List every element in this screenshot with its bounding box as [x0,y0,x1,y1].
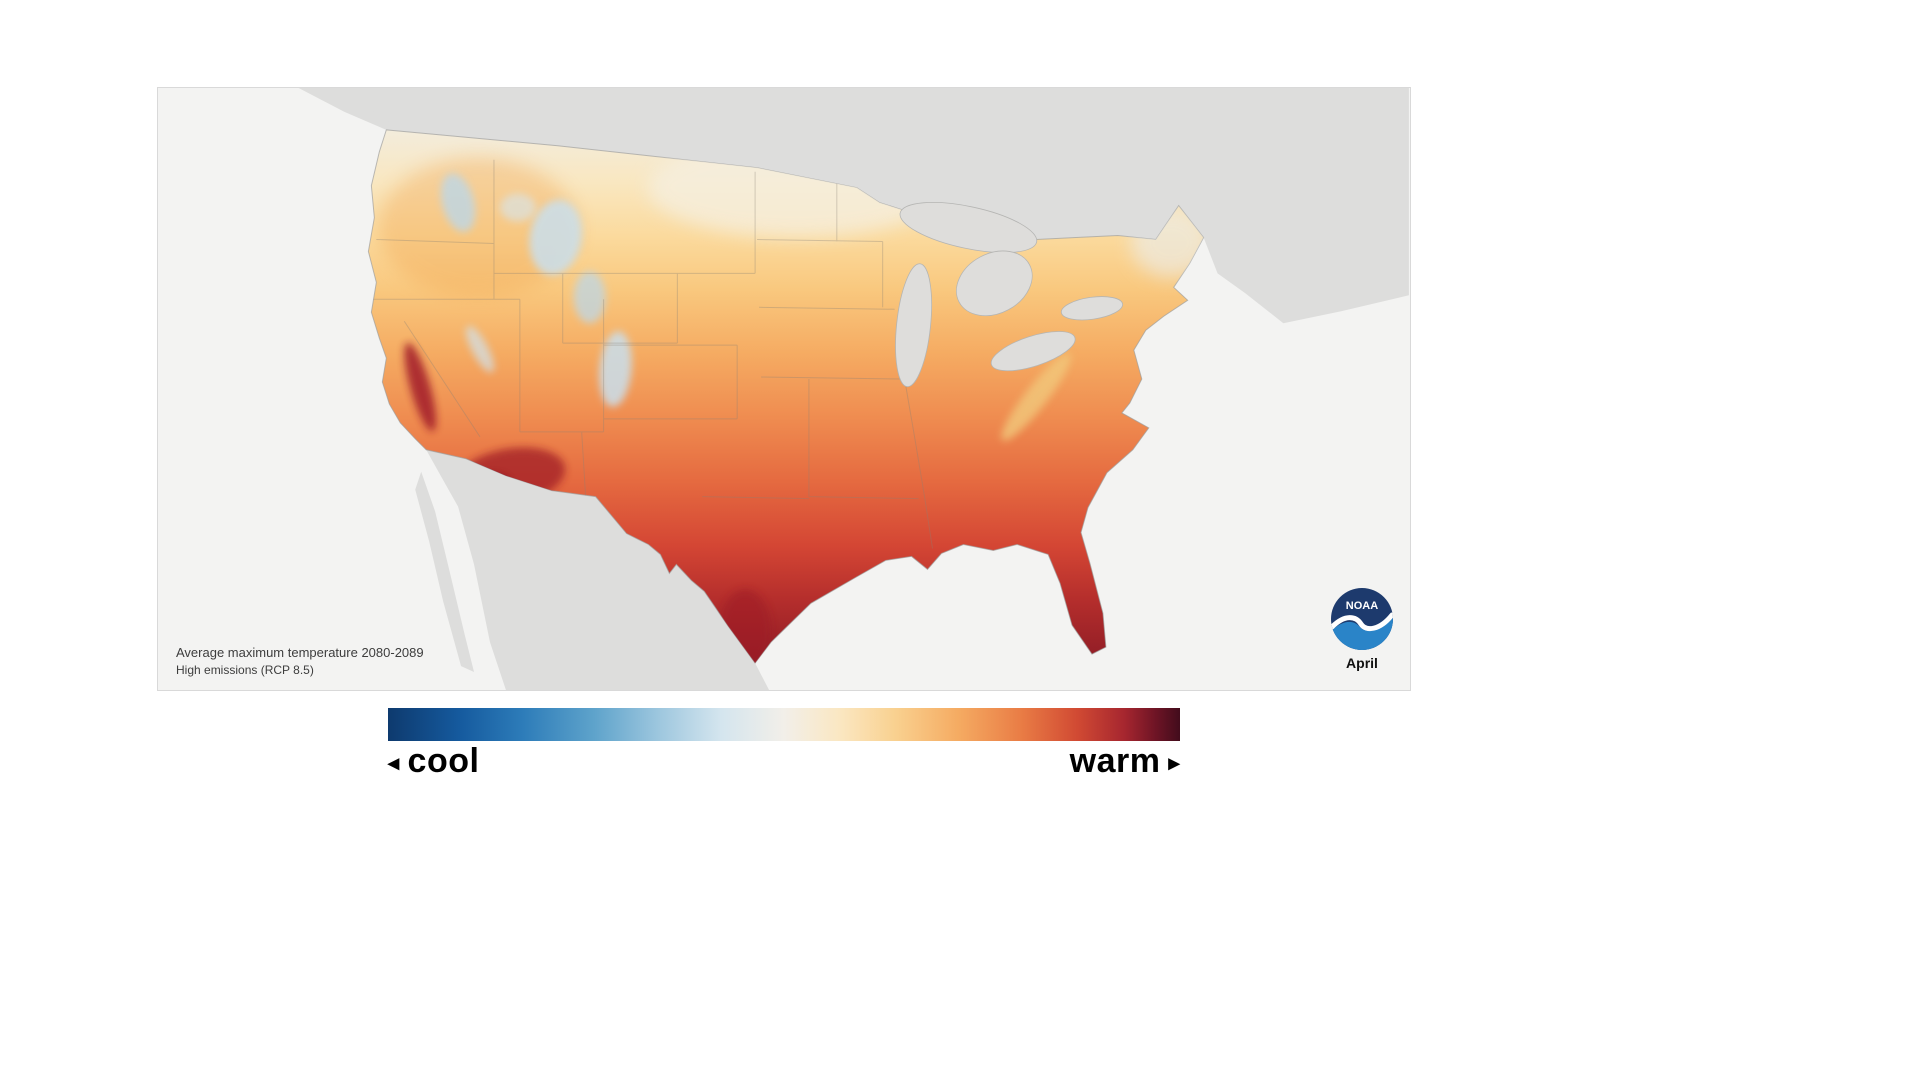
lake-michigan [895,263,933,388]
canada-landmass [298,88,1409,324]
vancouver-island [363,93,425,131]
cool-arrow-icon: ◂ [388,749,400,775]
lake-erie [990,331,1076,372]
lake-superior [899,202,1038,254]
cool-label: cool [407,742,480,780]
lake-ontario [1060,296,1124,321]
cool-label-group: ◂ cool [388,742,479,781]
caption-scenario: High emissions (RCP 8.5) [176,662,314,677]
caption-title: Average maximum temperature 2080-2089 [176,645,424,661]
state-borders [368,159,933,549]
noaa-logo-text: NOAA [1346,600,1378,612]
month-label: April [1346,655,1378,671]
colorbar-labels: ◂ cool warm ▸ [388,742,1180,781]
noaa-logo-icon: NOAA [1331,588,1393,650]
great-lakes [895,202,1124,388]
climate-map-panel: Average maximum temperature 2080-2089 Hi… [157,87,1411,691]
warm-label: warm [1069,742,1161,780]
temperature-colorbar [388,708,1180,741]
baja-peninsula [415,471,475,673]
mexico-landmass [426,449,770,690]
noaa-block: NOAA April [1329,587,1395,671]
temperature-detail-overlays [368,137,1204,664]
map-caption: Average maximum temperature 2080-2089 Hi… [176,644,424,678]
warm-label-group: warm ▸ [1070,742,1180,781]
lake-huron [956,250,1033,317]
warm-arrow-icon: ▸ [1168,749,1180,775]
us-temperature-map [159,88,1409,690]
